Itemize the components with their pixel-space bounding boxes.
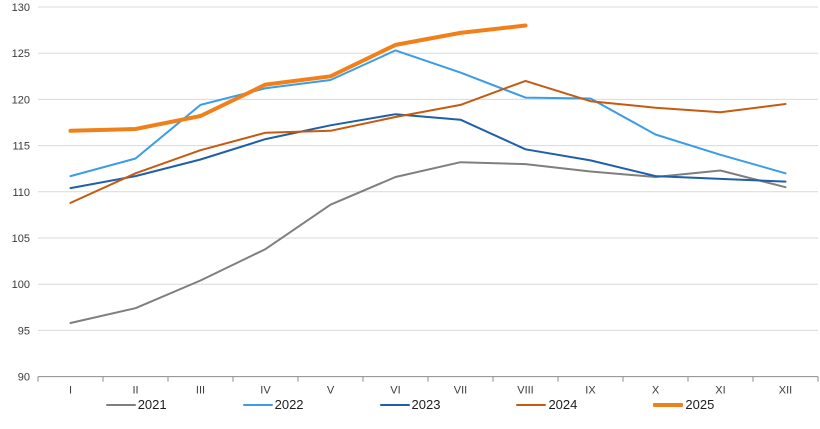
x-axis-tick-label: IX [585, 385, 596, 397]
legend-label: 2021 [137, 397, 167, 412]
x-axis-tick-label: III [196, 385, 205, 397]
y-axis-tick-label: 115 [12, 141, 30, 153]
y-axis-tick-label: 100 [12, 279, 30, 291]
x-axis-tick-label: X [652, 385, 660, 397]
series-line-2022 [69, 49, 787, 178]
y-axis-tick-label: 105 [12, 233, 30, 245]
x-axis-tick-label: II [132, 385, 138, 397]
legend-item-2025: 2025 [653, 398, 714, 411]
legend-swatch-2025 [653, 402, 684, 407]
y-axis-tick-label: 120 [12, 94, 30, 106]
legend-label: 2023 [411, 397, 441, 412]
x-axis-tick-label: VIII [517, 385, 534, 397]
x-axis-tick-label: IV [260, 385, 271, 397]
y-axis-tick-label: 110 [12, 187, 30, 199]
y-axis-tick-label: 130 [12, 2, 30, 14]
y-axis-tick-label: 90 [18, 372, 30, 384]
legend-swatch-2021 [105, 403, 136, 406]
legend-swatch-2022 [242, 403, 273, 406]
x-axis-tick-label: VI [390, 385, 400, 397]
legend-label: 2024 [548, 397, 578, 412]
legend-swatch-2023 [379, 403, 410, 406]
chart-legend: 2021 2022 2023 2024 2025 [0, 398, 820, 411]
x-axis-tick-label: XI [715, 385, 725, 397]
x-axis-tick-label: VII [454, 385, 467, 397]
x-axis-tick-label: I [69, 385, 72, 397]
legend-label: 2025 [685, 397, 715, 412]
legend-label: 2022 [274, 397, 304, 412]
y-axis-tick-label: 125 [12, 48, 30, 60]
series-line-2021 [69, 161, 787, 324]
legend-swatch-2024 [516, 403, 547, 406]
legend-item-2021: 2021 [105, 397, 167, 412]
legend-item-2023: 2023 [379, 397, 441, 412]
y-axis-tick-label: 95 [18, 325, 30, 337]
series-line-2024 [69, 79, 787, 204]
series-line-2023 [69, 113, 787, 190]
x-axis-tick-label: V [327, 385, 335, 397]
legend-item-2022: 2022 [242, 397, 304, 412]
x-axis-tick-label: XII [779, 385, 792, 397]
series-line-2025 [68, 23, 528, 133]
legend-item-2024: 2024 [516, 398, 577, 411]
